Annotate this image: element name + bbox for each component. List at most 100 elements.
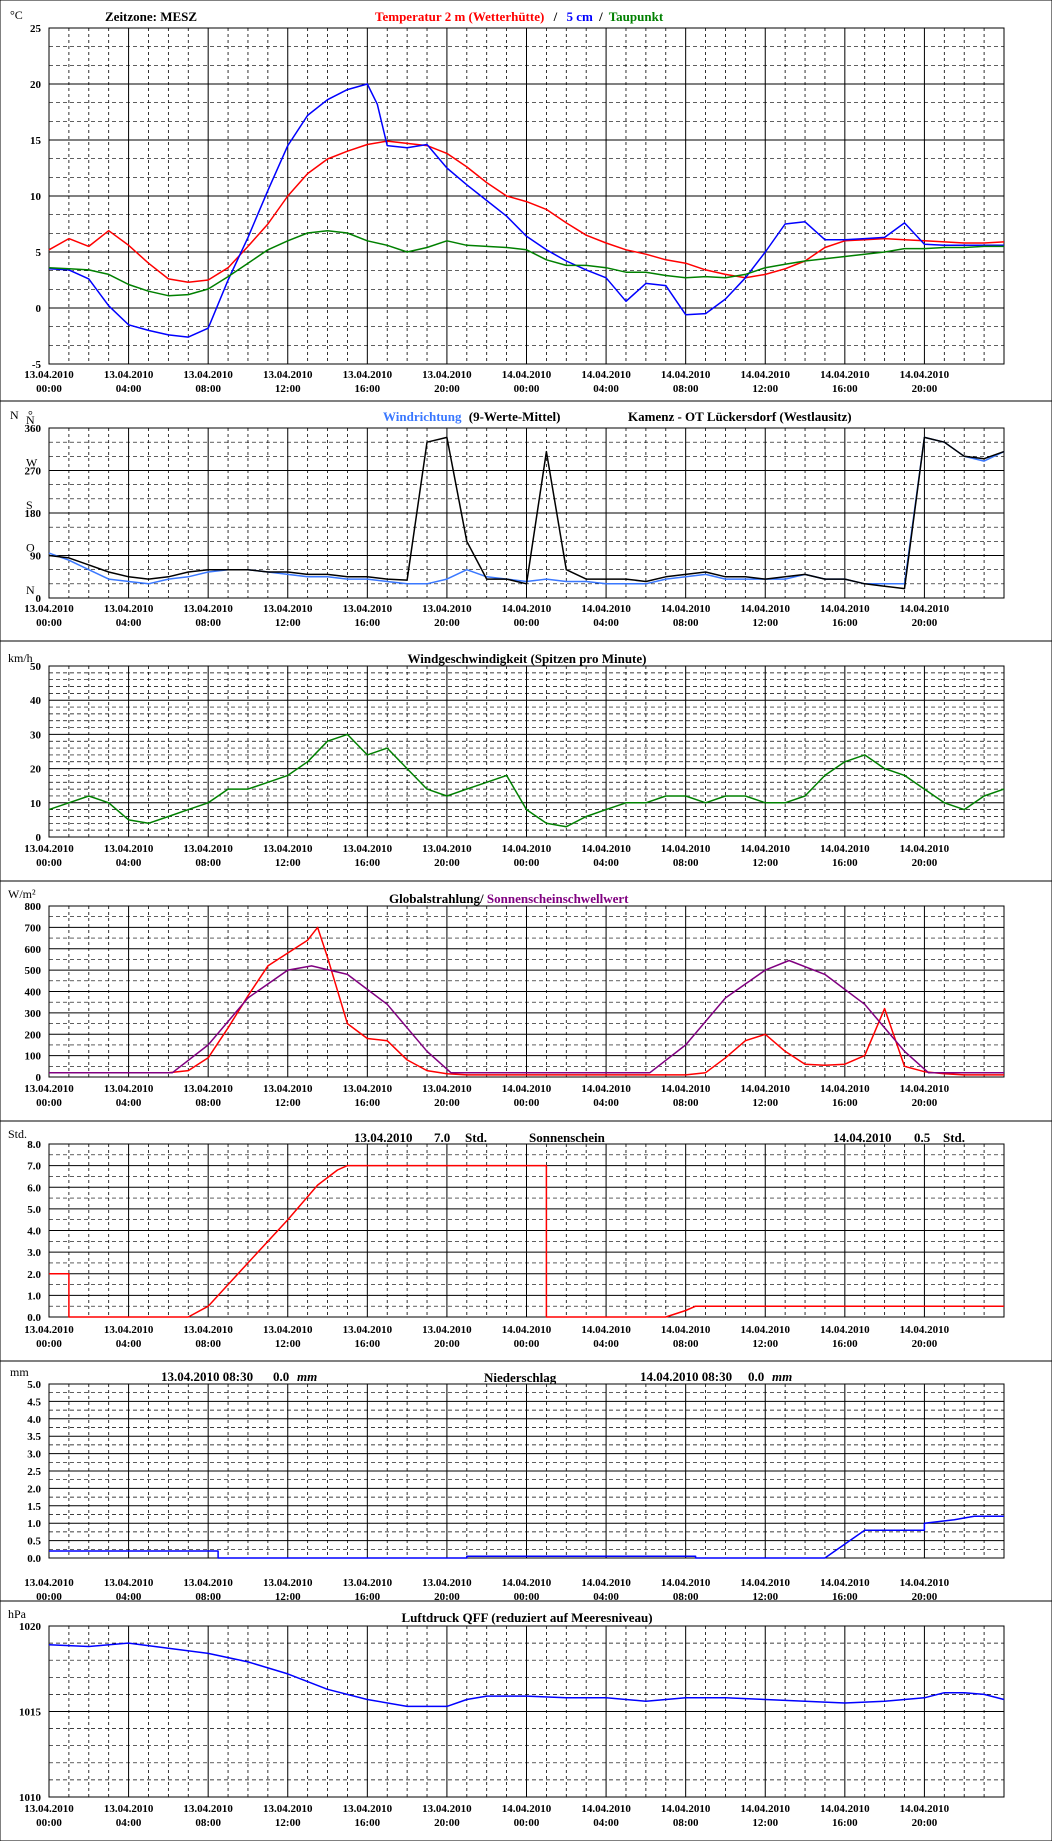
- x-tick-time: 04:00: [116, 1817, 142, 1829]
- sunshine-y-tick-label: 5.0: [27, 1204, 41, 1216]
- sunshine-x-ticks: 13.04.2010 00:00 13.04.2010 04:00 13.04.2010…: [24, 1324, 949, 1350]
- wind-speed-y-ticks: 50 40 30 20 10 0: [30, 661, 42, 844]
- wind-direction-y-tick-label: 90: [30, 551, 42, 563]
- wind-speed-series-0: [48, 733, 1005, 828]
- sunshine-y-tick-label: 6.0: [27, 1182, 41, 1194]
- x-tick-date: 13.04.2010: [104, 1803, 154, 1815]
- global-radiation-unit: W/m²: [8, 887, 36, 901]
- x-tick-date: 14.04.2010: [581, 1803, 631, 1815]
- x-tick-time: 00:00: [36, 617, 62, 629]
- x-tick-date: 13.04.2010: [183, 1803, 233, 1815]
- x-tick-time: 04:00: [116, 1097, 142, 1109]
- pressure-unit: hPa: [8, 1607, 27, 1621]
- temperature-title-2m: Temperatur 2 m (Wetterhütte): [375, 9, 544, 24]
- pressure-series: [48, 1642, 1005, 1708]
- x-tick-time: 00:00: [514, 1338, 540, 1350]
- x-tick-time: 12:00: [275, 1338, 301, 1350]
- x-tick-date: 13.04.2010: [263, 369, 313, 381]
- wind-speed-grid: [48, 665, 1005, 838]
- wind-speed-panel: km/h Windgeschwindigkeit (Spitzen pro Mi…: [8, 651, 1005, 869]
- x-tick-date: 13.04.2010: [104, 1083, 154, 1095]
- x-tick-time: 12:00: [275, 857, 301, 869]
- x-tick-time: 16:00: [832, 857, 858, 869]
- precipitation-series-0: [49, 1515, 1004, 1559]
- sunshine-day1-unit: Std.: [465, 1130, 487, 1145]
- global-radiation-grid: [48, 905, 1005, 1078]
- x-tick-date: 14.04.2010: [900, 603, 950, 615]
- x-tick-date: 14.04.2010: [820, 1324, 870, 1336]
- x-tick-time: 00:00: [514, 1591, 540, 1603]
- x-tick-date: 13.04.2010: [263, 603, 313, 615]
- global-radiation-y-tick-label: 200: [25, 1029, 42, 1041]
- x-tick-date: 14.04.2010: [741, 603, 791, 615]
- precipitation-day2-date: 14.04.2010 08:30: [640, 1369, 732, 1384]
- x-tick-date: 13.04.2010: [422, 1083, 472, 1095]
- x-tick-time: 00:00: [514, 617, 540, 629]
- x-tick-time: 04:00: [593, 1097, 619, 1109]
- x-tick-time: 08:00: [195, 383, 221, 395]
- sunshine-series-0: [49, 1164, 1004, 1318]
- sunshine-y-tick-label: 7.0: [27, 1161, 41, 1173]
- wind-direction-title-rest: (9-Werte-Mittel): [469, 409, 561, 424]
- x-tick-date: 14.04.2010: [820, 843, 870, 855]
- pressure-panel: hPa Luftdruck QFF (reduziert auf Meeresn…: [8, 1607, 1005, 1829]
- wind-speed-series: [48, 733, 1005, 828]
- x-tick-date: 13.04.2010: [422, 1803, 472, 1815]
- x-tick-time: 12:00: [275, 1097, 301, 1109]
- x-tick-date: 14.04.2010: [502, 843, 552, 855]
- x-tick-date: 14.04.2010: [900, 1083, 950, 1095]
- x-tick-time: 08:00: [195, 857, 221, 869]
- x-tick-time: 12:00: [752, 1097, 778, 1109]
- x-tick-date: 14.04.2010: [741, 369, 791, 381]
- x-tick-time: 20:00: [912, 857, 938, 869]
- x-tick-time: 00:00: [36, 1097, 62, 1109]
- precipitation-y-tick-label: 5.0: [27, 1379, 41, 1391]
- temperature-y-tick-label: -5: [32, 359, 42, 371]
- wind-speed-title: Windgeschwindigkeit (Spitzen pro Minute): [408, 651, 647, 666]
- x-tick-date: 13.04.2010: [263, 1577, 313, 1589]
- x-tick-time: 08:00: [195, 617, 221, 629]
- temperature-title-sep2: /: [598, 9, 603, 24]
- x-tick-time: 00:00: [514, 857, 540, 869]
- x-tick-time: 20:00: [434, 857, 460, 869]
- x-tick-time: 16:00: [832, 1591, 858, 1603]
- wind-speed-y-tick-label: 0: [36, 832, 42, 844]
- x-tick-time: 12:00: [752, 383, 778, 395]
- x-tick-date: 13.04.2010: [343, 1577, 393, 1589]
- sunshine-y-tick-label: 4.0: [27, 1226, 41, 1238]
- temperature-y-tick-label: 5: [36, 247, 42, 259]
- pressure-grid: [48, 1625, 1005, 1798]
- precipitation-y-tick-label: 2.5: [27, 1466, 41, 1478]
- precipitation-x-ticks: 13.04.2010 00:00 13.04.2010 04:00 13.04.2010…: [24, 1577, 949, 1603]
- wind-speed-y-tick-label: 50: [30, 661, 42, 673]
- precipitation-title: Niederschlag: [484, 1370, 557, 1385]
- sunshine-y-ticks: 8.0 7.0 6.0 5.0 4.0 3.0 2.0 1.0 0.0: [27, 1139, 41, 1324]
- x-tick-date: 13.04.2010: [104, 1577, 154, 1589]
- x-tick-date: 13.04.2010: [422, 1577, 472, 1589]
- temperature-y-tick-label: 0: [36, 303, 42, 315]
- x-tick-time: 04:00: [116, 383, 142, 395]
- x-tick-date: 14.04.2010: [581, 843, 631, 855]
- x-tick-date: 14.04.2010: [661, 1324, 711, 1336]
- temperature-y-tick-label: 20: [30, 79, 42, 91]
- compass-label: O: [26, 541, 35, 555]
- x-tick-time: 12:00: [752, 1591, 778, 1603]
- pressure-y-ticks: 1020 1015 1010: [19, 1621, 42, 1804]
- precipitation-y-tick-label: 3.0: [27, 1449, 41, 1461]
- wind-direction-unit-degree: °: [28, 408, 33, 422]
- global-radiation-y-tick-label: 600: [25, 944, 42, 956]
- temperature-x-ticks: 13.04.2010 00:00 13.04.2010 04:00 13.04.2010…: [24, 369, 949, 395]
- wind-direction-y-tick-label: 270: [25, 466, 42, 478]
- pressure-y-tick-label: 1020: [19, 1621, 42, 1633]
- x-tick-time: 04:00: [116, 857, 142, 869]
- x-tick-time: 08:00: [673, 1338, 699, 1350]
- x-tick-time: 04:00: [593, 617, 619, 629]
- x-tick-time: 08:00: [195, 1591, 221, 1603]
- x-tick-date: 14.04.2010: [741, 1577, 791, 1589]
- global-radiation-y-tick-label: 400: [25, 987, 42, 999]
- x-tick-time: 00:00: [514, 383, 540, 395]
- sunshine-day2-date: 14.04.2010: [833, 1130, 892, 1145]
- x-tick-time: 16:00: [832, 1338, 858, 1350]
- x-tick-date: 13.04.2010: [343, 1803, 393, 1815]
